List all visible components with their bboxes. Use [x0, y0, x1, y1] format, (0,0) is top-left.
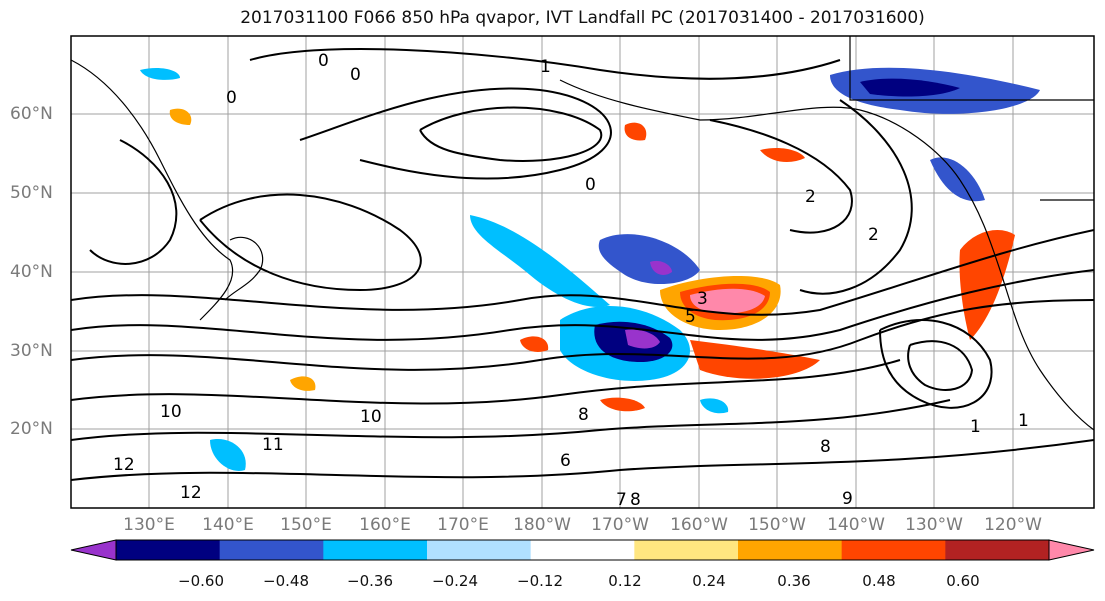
map-frame — [70, 35, 1095, 509]
shade-negative-north-core — [650, 260, 672, 275]
shade-positive-patch-2 — [520, 336, 549, 352]
lon-label: 140°E — [202, 515, 254, 535]
colorbar-tick-label: −0.24 — [432, 572, 478, 590]
contour-label: 0 — [585, 175, 596, 195]
contour-label: 0 — [350, 65, 361, 85]
colorbar-tick-label: 0.60 — [946, 572, 980, 590]
contour-line — [71, 399, 951, 441]
colorbar-tick-label: 0.36 — [777, 572, 811, 590]
contour-label: 12 — [113, 455, 135, 475]
lon-label: 150°W — [748, 515, 806, 535]
contour-label: 5 — [685, 307, 696, 327]
shade-negative-patch-2 — [700, 398, 729, 414]
contour-label: 2 — [868, 225, 879, 245]
shade-positive-patch-5 — [624, 122, 647, 141]
contour-label: 0 — [226, 88, 237, 108]
lon-label: 160°E — [359, 515, 411, 535]
lon-label: 130°W — [905, 515, 963, 535]
contour-label: 9 — [842, 489, 853, 509]
lon-label: 170°W — [591, 515, 649, 535]
contour-label: 10 — [360, 407, 382, 427]
contour-label: 6 — [560, 451, 571, 471]
lat-label: 20°N — [10, 419, 53, 439]
lon-label: 120°W — [984, 515, 1042, 535]
boundary-canada — [849, 36, 1094, 101]
shade-positive-patch-3 — [290, 376, 316, 391]
contour-line — [799, 99, 913, 295]
contour-line — [71, 439, 1094, 481]
lon-label: 150°E — [280, 515, 332, 535]
contour-line — [299, 87, 612, 180]
contour-label: 1 — [1018, 411, 1029, 431]
shade-positive-patch-1 — [600, 397, 645, 412]
contour-labels: 0 0 0 0 1 2 2 3 5 8 9 10 10 11 12 12 6 7… — [113, 51, 1029, 510]
contour-line — [89, 139, 178, 265]
contour-line — [71, 299, 1094, 371]
lat-label: 40°N — [10, 262, 53, 282]
contour-line — [199, 193, 422, 292]
colorbar-tick-label: −0.60 — [178, 572, 224, 590]
shade-negative-patch-1 — [140, 67, 180, 80]
shade-positive-patch-4 — [169, 108, 192, 125]
contour-line — [879, 319, 993, 409]
coastline-japan — [224, 236, 264, 301]
contour-label: 1 — [970, 417, 981, 437]
contour-line — [249, 48, 841, 80]
shade-negative-alaska-core — [860, 78, 960, 97]
colorbar-tick-label: −0.48 — [263, 572, 309, 590]
shade-negative-central-max — [625, 329, 660, 349]
contour-lines — [71, 48, 1094, 481]
contour-label: 8 — [630, 490, 641, 510]
contour-label: 8 — [578, 405, 589, 425]
lat-label: 60°N — [10, 104, 53, 124]
lat-label: 50°N — [10, 183, 53, 203]
shade-positive-east-max — [690, 288, 765, 314]
lon-label: 160°W — [670, 515, 728, 535]
coastlines — [71, 36, 1094, 431]
contour-line — [71, 359, 901, 405]
contour-label: 7 — [616, 490, 627, 510]
contour-label: 1 — [540, 57, 551, 77]
colorbar-tick-label: 0.48 — [862, 572, 896, 590]
lon-label: 180°W — [513, 515, 571, 535]
contour-label: 2 — [805, 187, 816, 207]
contour-line — [71, 229, 1094, 316]
contour-line — [71, 269, 1094, 341]
contour-label: 11 — [262, 435, 284, 455]
shade-negative-north — [598, 234, 700, 285]
contour-line — [419, 106, 603, 162]
colorbar-tick-label: −0.36 — [347, 572, 393, 590]
lon-label: 170°E — [437, 515, 489, 535]
lon-label: 140°W — [827, 515, 885, 535]
shade-positive-coast — [959, 230, 1015, 340]
shade-negative-coast — [930, 157, 985, 202]
lat-label: 30°N — [10, 341, 53, 361]
contour-label: 8 — [820, 437, 831, 457]
lon-label: 130°E — [123, 515, 175, 535]
colorbar-tick-label: 0.24 — [692, 572, 726, 590]
colorbar-tick-label: −0.12 — [517, 572, 563, 590]
contour-label: 3 — [697, 289, 708, 309]
map-title: 2017031100 F066 850 hPa qvapor, IVT Land… — [240, 8, 925, 28]
shade-negative-band — [470, 215, 610, 307]
contour-line — [709, 119, 853, 234]
contour-label: 0 — [318, 51, 329, 71]
colorbar-tick-label: 0.12 — [608, 572, 642, 590]
shaded-regions — [140, 67, 1040, 471]
contour-line — [907, 340, 974, 391]
shade-negative-south — [210, 439, 246, 471]
coastline-alaska — [559, 79, 961, 181]
contour-label: 10 — [160, 402, 182, 422]
coastline-north-america — [959, 179, 1094, 431]
shade-positive-gulf — [760, 147, 805, 162]
contour-label: 12 — [180, 483, 202, 503]
coastline-asia — [71, 59, 234, 321]
